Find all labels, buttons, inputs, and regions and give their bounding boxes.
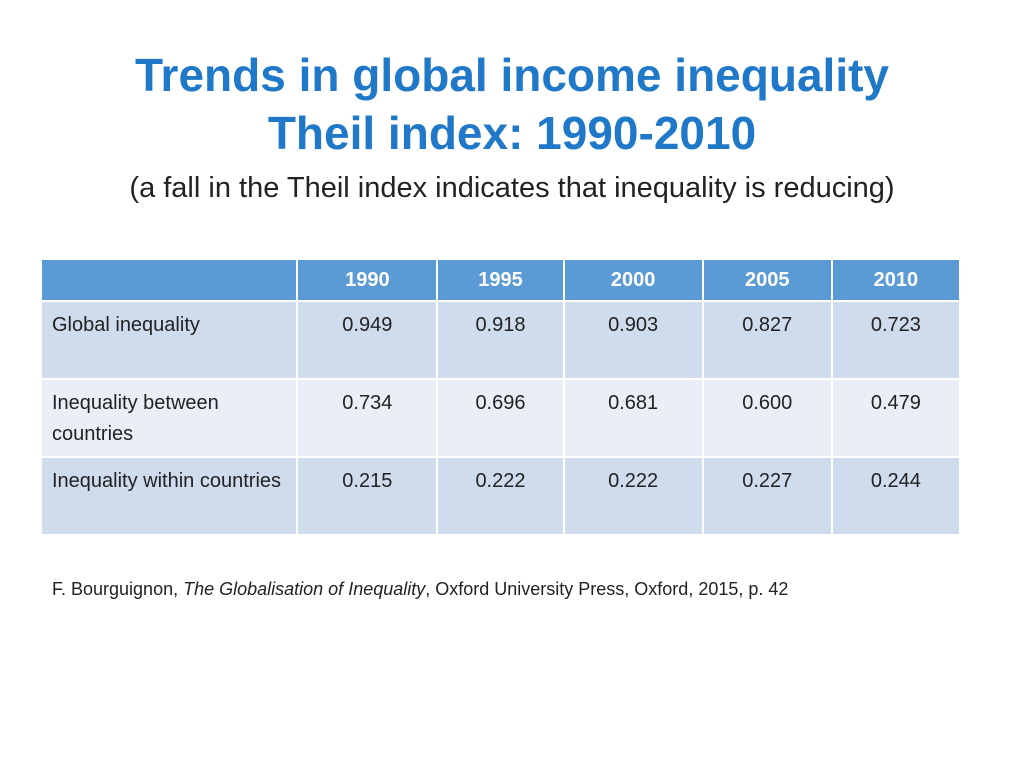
table-cell: 0.600 — [701, 378, 833, 458]
source-citation: F. Bourguignon, The Globalisation of Ine… — [52, 579, 1012, 600]
table-cell: 0.244 — [830, 456, 962, 536]
header-cell-year: 2010 — [830, 258, 962, 302]
table-cell: 0.918 — [436, 300, 565, 380]
table-row: Inequality within countries 0.215 0.222 … — [39, 456, 962, 536]
header-cell-year: 1990 — [296, 258, 439, 302]
table-cell: 0.222 — [436, 456, 565, 536]
title-line-2: Theil index: 1990-2010 — [267, 107, 757, 159]
row-label: Inequality within countries — [39, 456, 299, 536]
citation-book-title: The Globalisation of Inequality — [183, 579, 426, 599]
header-cell-year: 2005 — [701, 258, 833, 302]
header-cell-year: 1995 — [436, 258, 565, 302]
table-cell: 0.734 — [296, 378, 439, 458]
table-cell: 0.696 — [436, 378, 565, 458]
citation-publisher: , Oxford University Press, Oxford, 2015,… — [425, 579, 789, 599]
table-cell: 0.903 — [562, 300, 704, 380]
table-cell: 0.827 — [701, 300, 833, 380]
table-row: Global inequality 0.949 0.918 0.903 0.82… — [39, 300, 962, 380]
slide-subtitle: (a fall in the Theil index indicates tha… — [129, 172, 895, 204]
theil-index-table: 1990 1995 2000 2005 2010 Global inequali… — [39, 258, 962, 536]
table-cell: 0.222 — [562, 456, 704, 536]
title-line-1: Trends in global income inequality — [134, 49, 889, 101]
table-cell: 0.681 — [562, 378, 704, 458]
table-cell: 0.227 — [701, 456, 833, 536]
header-cell-year: 2000 — [562, 258, 704, 302]
header-cell-blank — [39, 258, 299, 302]
table-row: Inequality between countries 0.734 0.696… — [39, 378, 962, 458]
table-cell: 0.949 — [296, 300, 439, 380]
row-label: Global inequality — [39, 300, 299, 380]
table-cell: 0.215 — [296, 456, 439, 536]
row-label: Inequality between countries — [39, 378, 299, 458]
table-cell: 0.723 — [830, 300, 962, 380]
citation-author: F. Bourguignon, — [52, 579, 184, 599]
table-header-row: 1990 1995 2000 2005 2010 — [39, 258, 962, 302]
table-cell: 0.479 — [830, 378, 962, 458]
slide-title: Trends in global income inequality Theil… — [0, 46, 1024, 162]
